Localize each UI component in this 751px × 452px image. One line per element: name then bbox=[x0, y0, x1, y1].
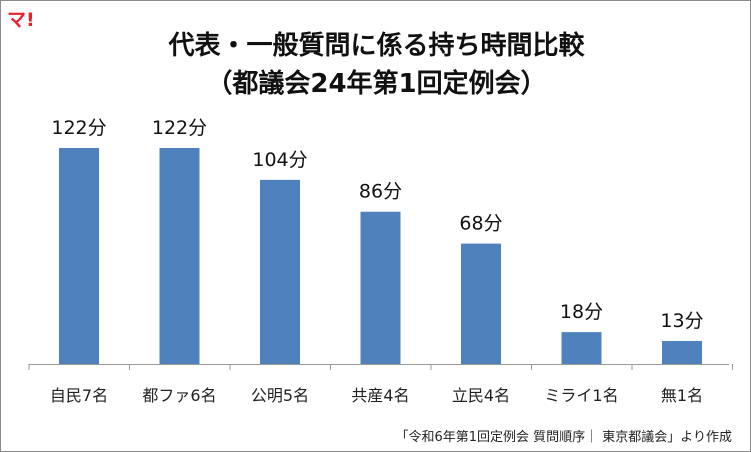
bar-2 bbox=[159, 148, 200, 364]
category-label-6: ミライ1名 bbox=[544, 386, 618, 405]
bar-5 bbox=[461, 243, 501, 364]
category-label-1: 自民7名 bbox=[50, 386, 108, 405]
category-label-2: 都ファ6名 bbox=[142, 386, 216, 405]
brand-logo: マ! bbox=[7, 9, 35, 31]
value-label-4: 86分 bbox=[359, 181, 402, 203]
bar-3 bbox=[260, 179, 300, 364]
value-label-5: 68分 bbox=[459, 213, 502, 235]
category-label-7: 無1名 bbox=[661, 386, 703, 405]
value-label-3: 104分 bbox=[252, 149, 307, 171]
value-label-6: 18分 bbox=[560, 301, 603, 323]
category-label-5: 立民4名 bbox=[452, 386, 510, 405]
category-label-4: 共産4名 bbox=[351, 386, 409, 405]
chart-title-line2: （都議会24年第1回定例会） bbox=[206, 69, 547, 99]
bar-1 bbox=[59, 148, 99, 364]
value-label-2: 122分 bbox=[152, 117, 207, 139]
source-note: 「令和6年第1回定例会 質問順序｜ 東京都議会」より作成 bbox=[395, 430, 732, 445]
bar-4 bbox=[360, 211, 401, 364]
bar-7 bbox=[662, 340, 702, 364]
chart-title-line1: 代表・一般質問に係る持ち時間比較 bbox=[168, 31, 585, 61]
value-label-7: 13分 bbox=[660, 310, 703, 332]
value-label-1: 122分 bbox=[51, 117, 106, 139]
category-label-3: 公明5名 bbox=[251, 386, 309, 405]
bar-6 bbox=[561, 332, 602, 364]
